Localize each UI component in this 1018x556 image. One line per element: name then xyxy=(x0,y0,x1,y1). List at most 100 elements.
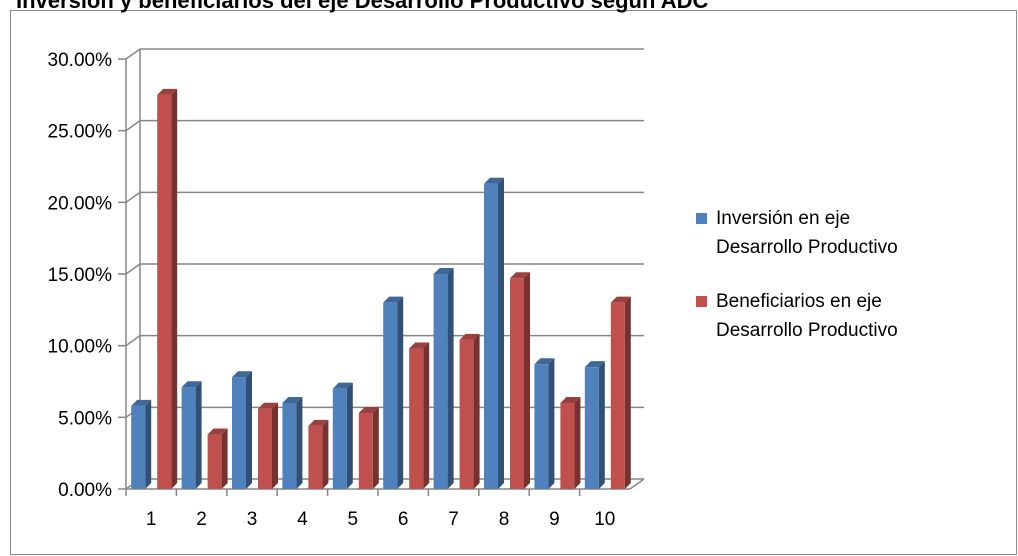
x-tick-label: 6 xyxy=(398,509,409,530)
bar-top xyxy=(181,381,202,388)
bar-top xyxy=(332,382,353,389)
bar-front xyxy=(181,387,196,489)
bar-front xyxy=(433,274,448,489)
bar-top xyxy=(510,272,530,279)
bar-beneficiarios-9 xyxy=(560,397,581,489)
bar-front xyxy=(157,94,172,489)
legend: Inversión en eje Desarrollo ProductivoBen… xyxy=(696,208,898,341)
x-tick-label: 9 xyxy=(549,509,560,530)
legend-label-line: Desarrollo Productivo xyxy=(716,237,898,258)
bar-top xyxy=(409,342,430,349)
bar-beneficiarios-1 xyxy=(157,88,178,489)
bar-top xyxy=(232,371,252,378)
bar-side xyxy=(195,381,202,489)
bars xyxy=(131,88,631,489)
bar-front xyxy=(207,434,222,489)
bar-top xyxy=(584,361,605,368)
bar-inversion-6 xyxy=(383,296,404,489)
bar-inversion-3 xyxy=(232,371,252,489)
y-tick-label: 5.00% xyxy=(58,408,112,429)
bar-beneficiarios-6 xyxy=(409,342,430,489)
y-tick-label: 30.00% xyxy=(48,50,113,71)
bar-top xyxy=(484,177,504,184)
bar-front xyxy=(510,278,524,489)
bar-front xyxy=(131,405,146,489)
bar-beneficiarios-4 xyxy=(308,419,329,489)
bar-front xyxy=(232,377,246,489)
bar-inversion-1 xyxy=(131,399,152,489)
bar-side xyxy=(346,382,353,489)
y-tick-label: 20.00% xyxy=(48,193,113,214)
x-tick-label: 1 xyxy=(146,509,157,530)
y-tick-label: 15.00% xyxy=(48,265,113,286)
bar-front xyxy=(409,348,424,489)
y-tick-label: 10.00% xyxy=(48,337,113,358)
legend-label-line: Desarrollo Productivo xyxy=(716,320,898,341)
chart-frame xyxy=(10,10,1017,555)
legend-label-line: Inversión en eje xyxy=(716,208,850,229)
x-tick-label: 3 xyxy=(247,509,258,530)
bar-beneficiarios-8 xyxy=(510,272,530,489)
bar-front xyxy=(560,403,575,489)
bar-front xyxy=(383,302,398,489)
bar-top xyxy=(207,428,228,435)
bar-top xyxy=(131,399,152,406)
bar-front xyxy=(282,403,297,489)
bar-inversion-5 xyxy=(332,382,353,489)
bar-top xyxy=(433,268,454,274)
bar-side xyxy=(447,268,454,489)
bar-side xyxy=(624,296,631,489)
bar-top xyxy=(610,296,631,303)
x-tick-labels: 1 2 3 4 5 6 7 8 9 10 xyxy=(146,509,615,530)
bar-beneficiarios-2 xyxy=(207,428,228,489)
gridline-depth xyxy=(125,191,141,203)
bar-side xyxy=(574,397,581,489)
bar-front xyxy=(584,367,599,489)
bar-side xyxy=(145,399,152,489)
bar-inversion-8 xyxy=(484,177,504,489)
bar-front xyxy=(332,388,347,489)
x-tick-label: 2 xyxy=(196,509,207,530)
x-tick-label: 7 xyxy=(448,509,459,530)
bar-top xyxy=(459,333,480,340)
bar-top xyxy=(358,407,379,414)
bar-side xyxy=(171,88,178,489)
bar-side xyxy=(272,402,278,489)
bar-front xyxy=(358,413,373,489)
bar-top xyxy=(157,88,178,95)
bar-inversion-7 xyxy=(433,268,454,489)
legend-label-line: Beneficiarios en eje xyxy=(716,291,882,312)
bar-side xyxy=(221,428,228,489)
bar-side xyxy=(548,358,555,489)
gridline-depth xyxy=(125,335,141,347)
bar-front xyxy=(308,425,323,489)
bar-beneficiarios-5 xyxy=(358,407,379,489)
bar-top xyxy=(308,419,329,426)
chart-title: Inversión y beneficiarios del eje Desarr… xyxy=(16,0,709,13)
legend-label: Beneficiarios en eje Desarrollo Productiv… xyxy=(716,291,898,341)
y-tick-label: 25.00% xyxy=(48,122,113,143)
bar-side xyxy=(246,371,252,489)
bar-inversion-2 xyxy=(181,381,202,489)
bar-side xyxy=(473,333,480,489)
bar-front xyxy=(610,302,625,489)
bar-top xyxy=(258,402,278,409)
bar-beneficiarios-7 xyxy=(459,333,480,489)
bar-front xyxy=(484,183,498,489)
bar-beneficiarios-10 xyxy=(610,296,631,489)
bar-front xyxy=(258,408,272,489)
bar-front xyxy=(459,339,474,489)
bar-side xyxy=(322,419,329,489)
bar-top xyxy=(383,296,404,303)
bar-inversion-4 xyxy=(282,397,303,489)
legend-swatch xyxy=(696,213,707,224)
gridline-depth xyxy=(125,120,141,132)
bar-side xyxy=(372,407,379,489)
x-tick-label: 8 xyxy=(499,509,510,530)
bar-side xyxy=(296,397,303,489)
bar-side xyxy=(524,272,530,489)
x-tick-label: 4 xyxy=(297,509,308,530)
y-tick-label: 0.00% xyxy=(58,480,112,501)
bar-front xyxy=(534,364,549,489)
bar-inversion-10 xyxy=(584,361,605,489)
